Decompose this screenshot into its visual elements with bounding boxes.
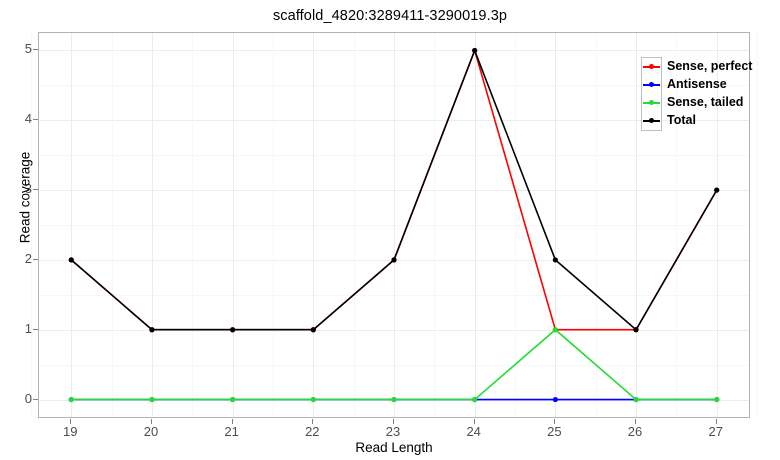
x-axis-title: Read Length [355, 440, 433, 455]
x-tick-label: 20 [143, 424, 159, 439]
gridline-x-major [555, 33, 557, 417]
data-point [552, 257, 558, 263]
x-tick-label: 24 [466, 424, 481, 439]
x-tick-mark [393, 419, 394, 424]
gridline-x-major [716, 33, 718, 417]
legend-label-list: Sense, perfect Antisense Sense, tailed Tota… [662, 57, 752, 129]
x-tick-mark [312, 419, 314, 424]
gridline-x-major [474, 33, 476, 417]
legend-key-dot [649, 82, 654, 87]
x-tick-mark [231, 419, 233, 424]
y-tick-label: 4 [24, 111, 32, 127]
data-point [230, 396, 236, 403]
legend-key-dot [649, 100, 654, 105]
gridline-x-major [151, 33, 153, 417]
gridline-x-minor [30, 33, 32, 417]
gridline-x-minor [272, 33, 274, 417]
data-point [472, 396, 478, 403]
y-tick-label: 5 [24, 41, 32, 57]
y-tick-mark [33, 258, 38, 260]
plot-panel [30, 32, 759, 418]
y-tick-mark [33, 328, 38, 330]
y-tick-mark [33, 189, 38, 191]
data-point [391, 257, 397, 263]
data-point [472, 47, 478, 54]
data-point [149, 327, 155, 333]
data-point [714, 187, 720, 193]
legend-item-label: Sense, tailed [667, 95, 744, 109]
y-tick-label: 3 [24, 181, 32, 197]
gridline-x-minor [434, 33, 436, 417]
series-line [70, 48, 718, 331]
series-layer [68, 47, 720, 403]
data-point [714, 396, 720, 403]
gridline-x-major [232, 33, 234, 417]
y-axis-title: Read coverage [17, 151, 33, 244]
x-tick-label: 26 [627, 424, 643, 439]
data-point [230, 327, 236, 333]
series-line [70, 47, 718, 331]
legend-key-dot [649, 118, 654, 123]
x-tick-label: 23 [385, 424, 401, 439]
data-point [552, 396, 558, 403]
legend-item-label: Antisense [667, 77, 727, 91]
legend-key [642, 94, 661, 112]
gridline-x-minor [111, 33, 113, 417]
data-point [149, 396, 155, 403]
data-point [310, 396, 316, 403]
gridline-x-major [313, 33, 315, 417]
chart-legend: Sense, perfect Antisense Sense, tailed Tota… [641, 57, 752, 131]
data-point [391, 396, 397, 403]
x-tick-label: 19 [63, 424, 78, 439]
series-line [71, 328, 717, 401]
x-tick-label: 27 [708, 424, 723, 439]
x-tick-mark [70, 419, 72, 424]
gridline-x-major [394, 33, 395, 417]
gridline-x-minor [515, 33, 517, 417]
y-tick-mark [33, 49, 38, 51]
x-tick-label: 25 [547, 424, 562, 439]
gridline-x-major [636, 33, 638, 417]
x-tick-mark [554, 419, 556, 424]
legend-key-dot [649, 64, 654, 69]
data-point [633, 327, 639, 333]
y-tick-label: 0 [24, 390, 32, 406]
data-point [552, 327, 558, 333]
legend-key [642, 76, 661, 94]
y-tick-label: 2 [24, 250, 32, 266]
x-tick-mark [635, 419, 637, 424]
legend-item-label: Sense, perfect [667, 59, 753, 73]
data-point [68, 257, 74, 263]
x-tick-label: 22 [305, 424, 320, 439]
series-sense-tailed [68, 327, 720, 403]
gridline-x-minor [353, 33, 355, 417]
gridline-x-minor [192, 33, 194, 417]
legend-key [642, 112, 661, 130]
legend-item-label: Total [667, 113, 696, 127]
gridline-x-minor [595, 33, 597, 417]
series-sense-perfect [68, 47, 720, 333]
data-point [68, 396, 74, 403]
series-total [68, 47, 720, 333]
x-tick-mark [150, 419, 152, 424]
data-point [310, 327, 316, 333]
x-tick-mark [473, 419, 475, 424]
gridline-x-major [71, 33, 73, 417]
x-tick-label: 21 [224, 424, 239, 439]
gridline-x-minor [676, 33, 678, 417]
y-tick-label: 1 [24, 320, 32, 336]
gridline-x-minor [757, 33, 759, 417]
chart-title: scaffold_4820:3289411-3290019.3p [272, 8, 508, 24]
y-tick-mark [33, 398, 38, 400]
x-tick-mark [715, 419, 717, 424]
legend-key [642, 58, 661, 76]
legend-key-box [641, 57, 662, 131]
y-tick-mark [33, 119, 38, 121]
data-point [633, 396, 639, 403]
